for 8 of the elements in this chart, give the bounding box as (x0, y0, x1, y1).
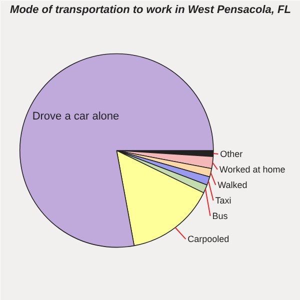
slice-label: Bus (212, 210, 228, 221)
slice-label: Taxi (215, 195, 232, 206)
slice-label: Walked (218, 180, 248, 190)
chart-title: Mode of transportation to work in West Pensacola, FL (10, 4, 292, 16)
slice-label: Carpooled (188, 234, 230, 244)
slice-label: Worked at home (219, 164, 286, 174)
slice-label: Drove a car alone (32, 110, 120, 122)
slice-label: Other (220, 148, 243, 159)
